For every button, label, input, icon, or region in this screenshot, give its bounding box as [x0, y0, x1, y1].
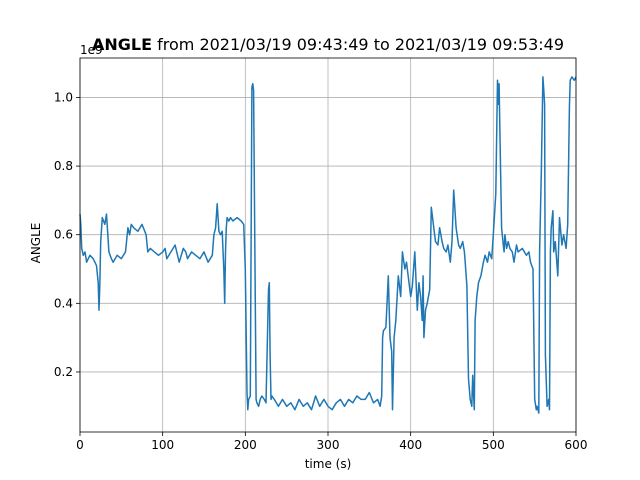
y-axis-label: ANGLE [29, 223, 43, 264]
x-tick-label-2: 200 [234, 438, 257, 452]
y-axis-offset-label: 1e9 [80, 43, 103, 57]
axes: 0 100 200 300 400 500 600 0.2 0.4 0.6 0.8 1.0 [54, 57, 588, 452]
chart-title-rest: from 2021/03/19 09:43:49 to 2021/03/19 0… [152, 35, 564, 54]
y-tick-label-2: 0.6 [54, 228, 73, 242]
grid-lines [79, 58, 577, 432]
x-axis-label: time (s) [305, 457, 352, 471]
x-tick-label-0: 0 [76, 438, 84, 452]
y-tick-label-4: 1.0 [54, 90, 73, 104]
series-line [79, 76, 577, 414]
plot-area [79, 76, 577, 414]
x-tick-label-4: 400 [399, 438, 422, 452]
x-tick-label-1: 100 [151, 438, 174, 452]
y-tick-label-1: 0.4 [54, 296, 73, 310]
x-tick-label-5: 500 [482, 438, 505, 452]
x-tick-label-6: 600 [565, 438, 588, 452]
chart-title-bold: ANGLE [92, 35, 152, 54]
x-tick-label-3: 300 [317, 438, 340, 452]
chart-title: ANGLE from 2021/03/19 09:43:49 to 2021/0… [92, 35, 564, 54]
y-tick-label-3: 0.8 [54, 159, 73, 173]
y-tick-label-0: 0.2 [54, 365, 73, 379]
